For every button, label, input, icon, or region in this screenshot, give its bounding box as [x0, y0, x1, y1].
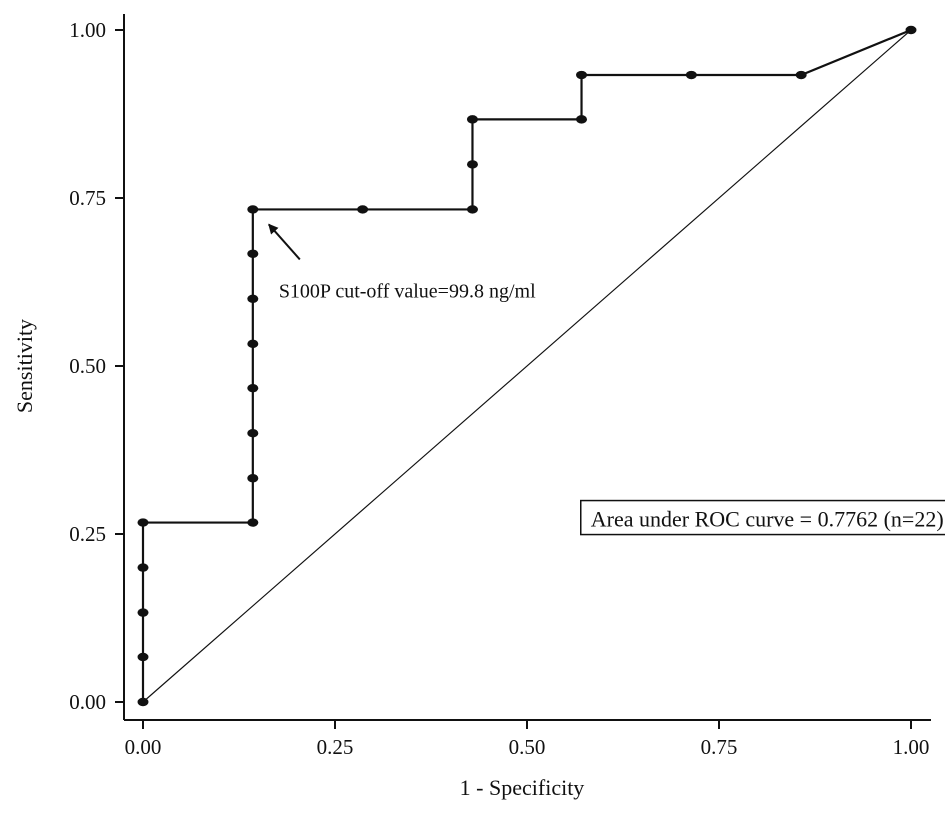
- roc-point: [137, 563, 149, 572]
- roc-point: [247, 429, 259, 438]
- roc-point: [137, 608, 149, 617]
- roc-point: [576, 115, 588, 124]
- roc-point: [905, 25, 917, 35]
- auc-box: [580, 499, 945, 536]
- y-tick-label: 1.00: [69, 18, 106, 42]
- roc-point: [247, 339, 259, 349]
- roc-point: [795, 70, 807, 80]
- x-tick-label: 0.00: [125, 735, 162, 759]
- x-tick-label: 0.75: [701, 735, 738, 759]
- roc-point: [137, 697, 149, 707]
- roc-point: [247, 249, 259, 258]
- x-ticks: 0.00 0.25 0.50 0.75 1.00: [125, 720, 930, 759]
- roc-point: [247, 518, 259, 527]
- roc-point: [247, 383, 259, 393]
- roc-point: [357, 205, 369, 214]
- y-tick-label: 0.50: [69, 354, 106, 378]
- x-tick-label: 0.50: [509, 735, 546, 759]
- roc-point: [685, 70, 697, 80]
- y-tick-label: 0.25: [69, 522, 106, 546]
- roc-point: [137, 652, 149, 662]
- roc-point: [576, 70, 588, 80]
- roc-point: [247, 294, 259, 303]
- x-tick-label: 1.00: [893, 735, 930, 759]
- y-tick-label: 0.75: [69, 186, 106, 210]
- roc-point: [247, 474, 259, 483]
- cutoff-annotation: S100P cut-off value=99.8 ng/ml: [279, 280, 536, 302]
- cutoff-arrow: [268, 223, 301, 261]
- roc-point: [466, 205, 478, 214]
- roc-point: [247, 205, 259, 214]
- reference-diagonal-line: [142, 29, 912, 703]
- y-axis-title: Sensitivity: [12, 319, 37, 413]
- roc-curve-line: [141, 28, 912, 702]
- roc-point: [466, 115, 478, 124]
- x-tick-label: 0.25: [317, 735, 354, 759]
- y-ticks: 0.00 0.25 0.50 0.75 1.00: [69, 18, 124, 714]
- roc-curve-points: [137, 25, 917, 707]
- roc-point: [466, 160, 478, 169]
- y-tick-label: 0.00: [69, 690, 106, 714]
- auc-annotation: Area under ROC curve = 0.7762 (n=22): [591, 507, 944, 532]
- x-axis-title: 1 - Specificity: [460, 775, 585, 800]
- roc-point: [137, 518, 149, 527]
